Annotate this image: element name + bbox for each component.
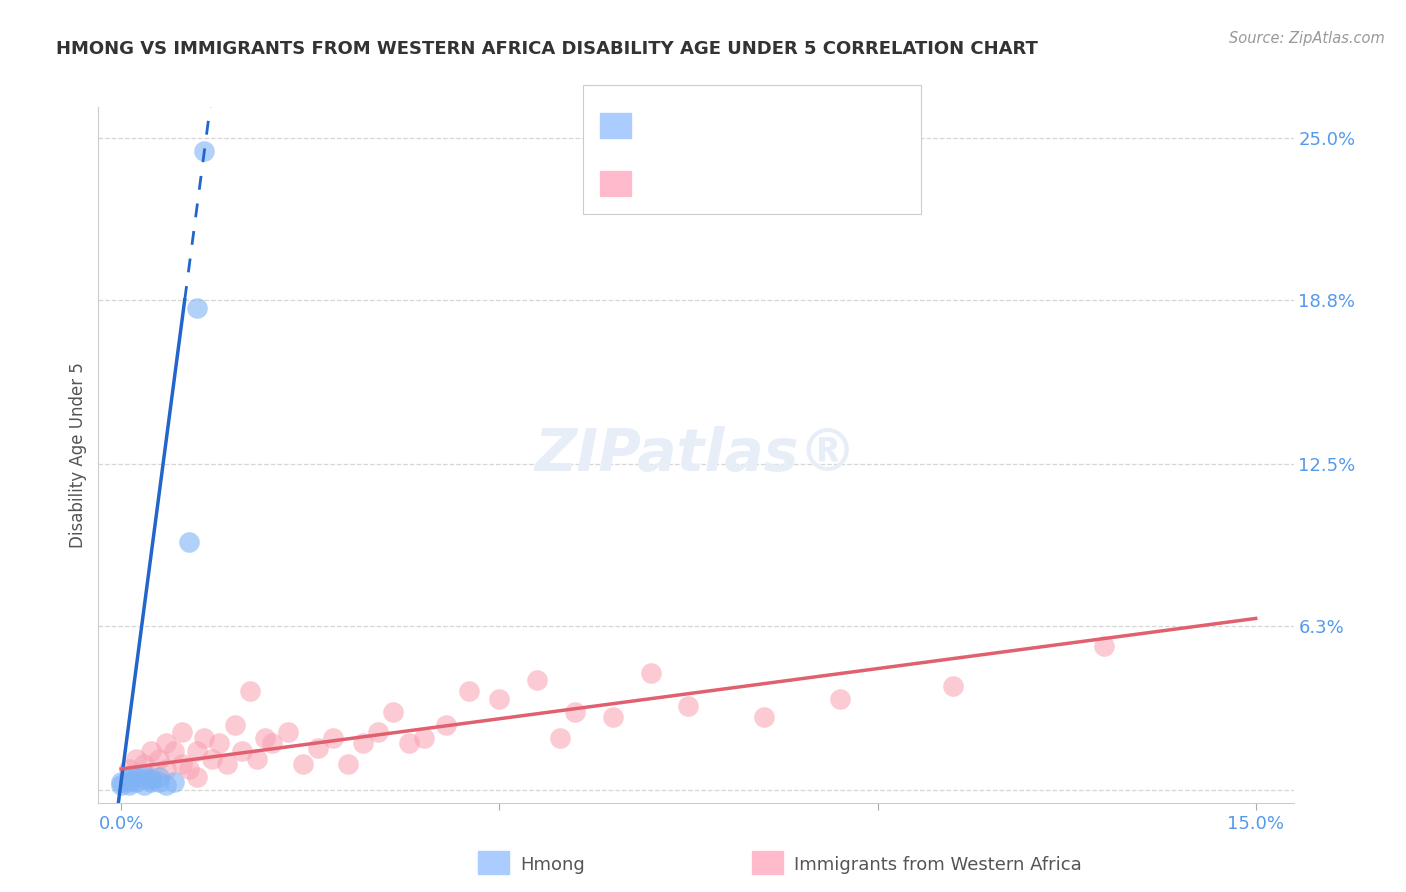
Point: [155, 778, 177, 792]
Point: [179, 762, 201, 776]
Point: [125, 751, 148, 765]
Point: [186, 744, 208, 758]
Point: [398, 736, 420, 750]
Text: Hmong: Hmong: [520, 856, 585, 874]
Point: [262, 736, 284, 750]
Point: [148, 775, 170, 789]
Point: [132, 767, 155, 781]
Point: [179, 535, 201, 549]
Point: [125, 775, 148, 789]
Point: [239, 683, 262, 698]
Point: [488, 691, 510, 706]
Point: [678, 699, 700, 714]
Point: [141, 744, 163, 758]
Point: [828, 691, 851, 706]
Text: Immigrants from Western Africa: Immigrants from Western Africa: [794, 856, 1083, 874]
Point: [193, 731, 215, 745]
Point: [148, 751, 170, 765]
Point: [548, 731, 571, 745]
Point: [148, 770, 170, 784]
Point: [412, 731, 434, 745]
Point: [526, 673, 548, 688]
Point: [752, 710, 775, 724]
Text: R = 0.355   N = 47: R = 0.355 N = 47: [648, 165, 827, 184]
Point: [118, 775, 141, 789]
Point: [193, 145, 215, 159]
Point: [1094, 640, 1116, 654]
Point: [170, 756, 193, 771]
Point: [458, 683, 481, 698]
Point: [382, 705, 405, 719]
Y-axis label: Disability Age Under 5: Disability Age Under 5: [69, 362, 87, 548]
Text: Source: ZipAtlas.com: Source: ZipAtlas.com: [1229, 31, 1385, 46]
Point: [132, 772, 155, 787]
Point: [141, 770, 163, 784]
Point: [201, 751, 224, 765]
Point: [170, 725, 193, 739]
Point: [132, 778, 155, 792]
Point: [163, 744, 186, 758]
Text: HMONG VS IMMIGRANTS FROM WESTERN AFRICA DISABILITY AGE UNDER 5 CORRELATION CHART: HMONG VS IMMIGRANTS FROM WESTERN AFRICA …: [56, 40, 1038, 58]
Text: R = 0.598   N = 20: R = 0.598 N = 20: [648, 109, 827, 128]
Point: [337, 756, 360, 771]
Point: [186, 301, 208, 315]
Point: [352, 736, 374, 750]
Point: [276, 725, 298, 739]
Point: [118, 770, 141, 784]
Point: [291, 756, 314, 771]
Point: [322, 731, 344, 745]
Point: [118, 772, 141, 787]
Point: [163, 775, 186, 789]
Point: [155, 736, 177, 750]
Point: [942, 679, 965, 693]
Point: [208, 736, 231, 750]
Point: [215, 756, 238, 771]
Point: [307, 741, 329, 756]
Point: [224, 717, 246, 731]
Point: [110, 778, 132, 792]
Point: [132, 756, 155, 771]
Point: [602, 710, 624, 724]
Point: [118, 778, 141, 792]
Point: [186, 770, 208, 784]
Point: [141, 775, 163, 789]
Point: [110, 775, 132, 789]
Point: [640, 665, 662, 680]
Point: [246, 751, 269, 765]
Point: [125, 770, 148, 784]
Text: ZIPatlas®: ZIPatlas®: [534, 426, 858, 483]
Point: [434, 717, 457, 731]
Point: [564, 705, 586, 719]
Point: [118, 762, 141, 776]
Point: [155, 762, 177, 776]
Point: [367, 725, 389, 739]
Point: [231, 744, 253, 758]
Point: [253, 731, 276, 745]
Point: [141, 772, 163, 787]
